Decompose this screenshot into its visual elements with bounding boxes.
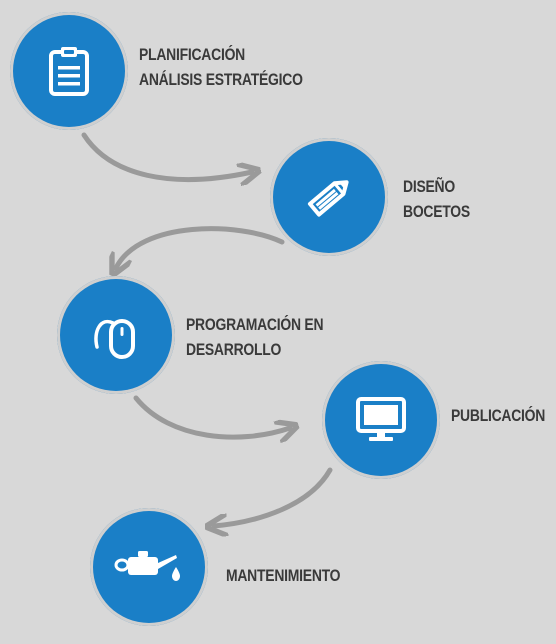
step-publicacion-circle bbox=[322, 361, 440, 479]
monitor-icon bbox=[356, 397, 406, 441]
step-planificacion-label: PLANIFICACIÓN ANÁLISIS ESTRATÉGICO bbox=[139, 42, 303, 92]
step-planificacion-circle bbox=[10, 12, 128, 130]
arrow-2-to-3 bbox=[116, 226, 285, 268]
arrow-4-to-5 bbox=[214, 467, 333, 526]
step-mantenimiento-title: MANTENIMIENTO bbox=[226, 566, 341, 585]
step-programacion-title: PROGRAMACIÓN EN bbox=[186, 315, 324, 334]
step-publicacion-title: PUBLICACIÓN bbox=[451, 406, 546, 425]
step-planificacion-title: PLANIFICACIÓN bbox=[139, 45, 245, 64]
step-diseno-subtitle: BOCETOS bbox=[403, 202, 470, 221]
oil-can-icon bbox=[114, 551, 180, 581]
step-programacion-circle bbox=[57, 276, 175, 394]
pencil-icon bbox=[307, 180, 349, 217]
step-publicacion-label: PUBLICACIÓN bbox=[451, 403, 545, 428]
step-mantenimiento-label: MANTENIMIENTO bbox=[226, 563, 341, 588]
step-planificacion-subtitle: ANÁLISIS ESTRATÉGICO bbox=[139, 70, 303, 89]
arrow-3-to-4 bbox=[133, 395, 290, 437]
step-mantenimiento-circle bbox=[90, 508, 208, 626]
step-programacion-subtitle: DESARROLLO bbox=[186, 340, 282, 359]
step-diseno-circle bbox=[270, 138, 388, 256]
mouse-icon bbox=[94, 319, 135, 359]
step-diseno-label: DISEÑO BOCETOS bbox=[403, 174, 470, 224]
arrow-1-to-2 bbox=[81, 132, 252, 180]
step-programacion-label: PROGRAMACIÓN EN DESARROLLO bbox=[186, 312, 324, 362]
clipboard-icon bbox=[49, 47, 89, 96]
step-diseno-title: DISEÑO bbox=[403, 177, 455, 196]
